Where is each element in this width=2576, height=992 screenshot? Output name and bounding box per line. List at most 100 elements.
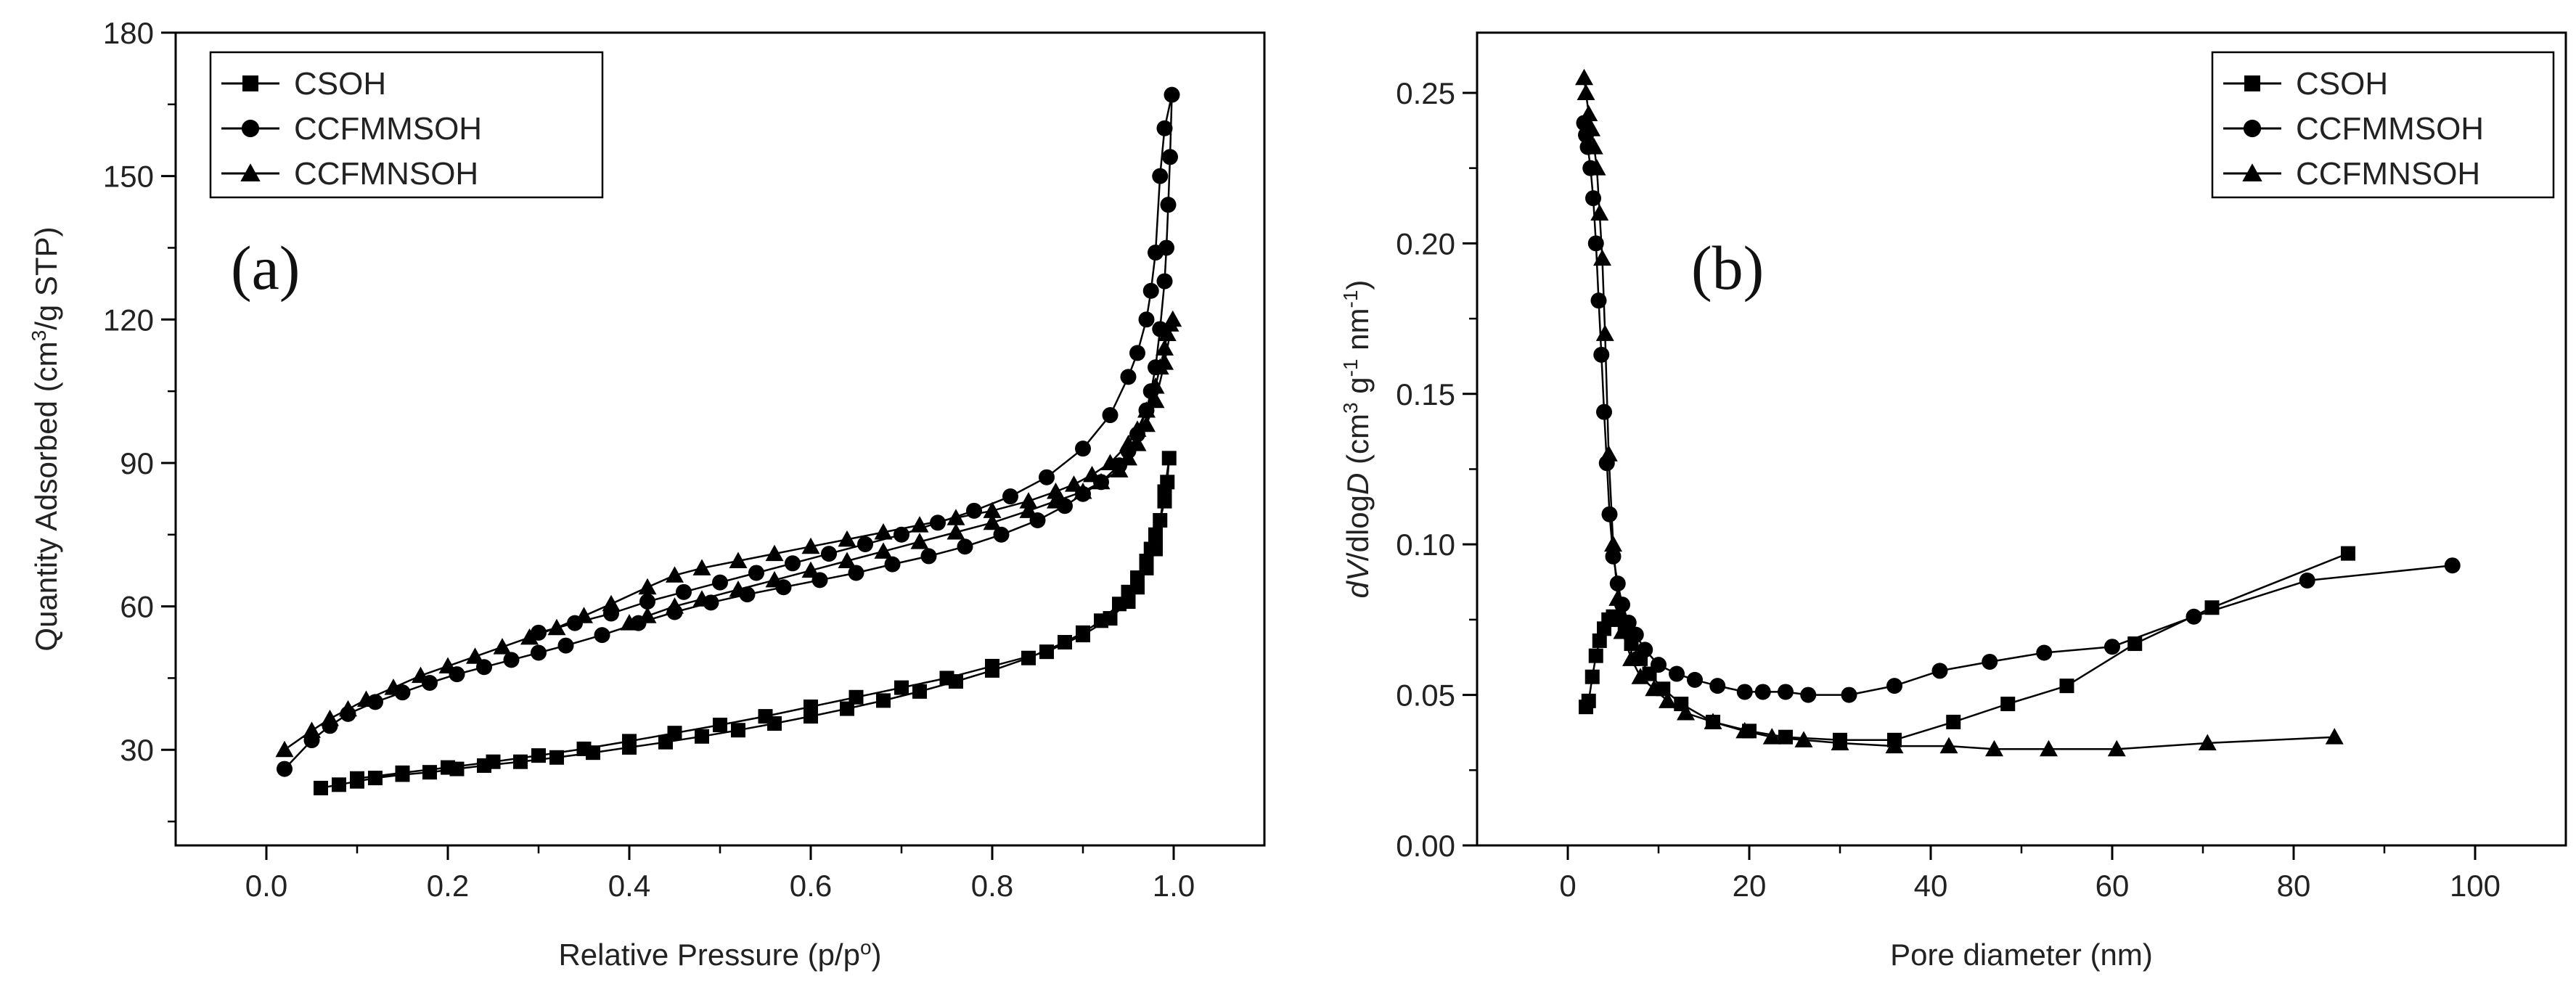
b-point-ccfmmsoh	[1651, 657, 1667, 673]
a-point-ccfmnsoh	[1137, 401, 1156, 418]
a-legend-marker-csoh	[242, 75, 258, 91]
a-point-ccfmnsoh	[638, 578, 657, 595]
legend-items-b: CSOH CCFMMSOH CCFMNSOH	[2223, 66, 2484, 192]
a-point-ccfmmsoh	[1142, 282, 1159, 299]
b-legend-label-ccfmnsoh: CCFMNSOH	[2296, 156, 2480, 192]
b-point-ccfmnsoh	[1593, 249, 1611, 266]
a-point-ccfmnsoh	[1128, 420, 1147, 437]
a-point-ccfmmsoh	[821, 546, 837, 562]
a-point-csoh	[332, 777, 346, 792]
a-point-ccfmnsoh	[303, 721, 321, 738]
a-point-ccfmnsoh	[874, 522, 893, 540]
a-point-ccfmnsoh	[801, 537, 820, 554]
b-y-tick-label: 0.25	[1396, 76, 1455, 110]
a-point-ccfmmsoh	[1102, 407, 1119, 424]
a-point-csoh	[441, 760, 455, 775]
b-point-ccfmnsoh	[1595, 324, 1614, 341]
b-point-ccfmnsoh	[1659, 692, 1677, 708]
a-point-csoh	[1157, 484, 1172, 499]
b-point-ccfmmsoh	[1800, 686, 1817, 703]
a-point-ccfmmsoh	[1039, 469, 1055, 485]
a-point-ccfmmsoh	[712, 574, 728, 591]
b-point-ccfmnsoh	[1794, 731, 1813, 747]
a-point-ccfmnsoh	[801, 561, 820, 578]
a-point-ccfmnsoh	[838, 552, 856, 568]
y-axis-title-b: dV/dlogD (cm3 g-1 nm-1)	[1339, 280, 1375, 599]
a-point-ccfmnsoh	[1146, 377, 1165, 394]
b-point-ccfmnsoh	[1735, 721, 1754, 739]
a-point-ccfmnsoh	[1065, 475, 1083, 492]
a-x-tick-label: 0.4	[608, 869, 650, 903]
a-point-csoh	[849, 689, 864, 705]
a-point-ccfmnsoh	[520, 628, 539, 645]
a-point-csoh	[1021, 650, 1036, 665]
a-x-tick-label: 0.0	[245, 869, 287, 903]
a-point-csoh	[368, 771, 383, 786]
b-y-tick-label: 0.05	[1396, 679, 1455, 713]
b-x-tick-label: 20	[1733, 869, 1767, 903]
b-point-ccfmmsoh	[1620, 615, 1637, 631]
a-point-ccfmmsoh	[557, 637, 574, 654]
b-legend-marker-csoh	[2244, 75, 2260, 91]
b-point-ccfmnsoh	[1704, 713, 1722, 729]
a-point-ccfmmsoh	[1162, 149, 1178, 165]
a-y-tick-label: 120	[103, 303, 154, 337]
a-y-tick-label: 30	[120, 733, 154, 767]
b-point-ccfmnsoh	[1613, 622, 1632, 639]
legend-items-a: CSOH CCFMMSOH CCFMNSOH	[221, 66, 482, 192]
a-point-ccfmmsoh	[531, 624, 547, 641]
a-point-csoh	[350, 771, 364, 786]
b-y-tick-label: 0.15	[1396, 377, 1455, 411]
b-point-ccfmmsoh	[1736, 684, 1753, 700]
a-legend-marker-ccfmnsoh	[240, 163, 261, 181]
a-point-ccfmmsoh	[1164, 86, 1180, 103]
a-point-ccfmmsoh	[884, 556, 901, 573]
a-point-csoh	[1161, 451, 1177, 466]
a-point-csoh	[1103, 611, 1118, 626]
a-point-ccfmnsoh	[575, 607, 593, 623]
a-point-ccfmmsoh	[1156, 273, 1173, 290]
b-y-tick-label: 0.10	[1396, 528, 1455, 562]
a-ticks: 0.0 0.2 0.4 0.6 0.8 1.0 30 60 90 120 150 180	[103, 16, 1195, 903]
a-point-ccfmnsoh	[729, 581, 748, 597]
b-point-ccfmmsoh	[1590, 292, 1607, 309]
b-legend-label-csoh: CSOH	[2296, 66, 2388, 102]
b-point-ccfmnsoh	[1831, 734, 1849, 750]
a-point-ccfmmsoh	[1075, 440, 1091, 457]
a-point-ccfmnsoh	[1047, 492, 1065, 509]
a-point-csoh	[804, 699, 818, 714]
a-point-ccfmmsoh	[920, 548, 937, 565]
a-point-csoh	[695, 729, 709, 744]
a-legend-marker-ccfmmsoh	[241, 119, 260, 138]
a-point-ccfmnsoh	[946, 522, 965, 540]
a-y-tick-label: 60	[120, 590, 154, 624]
a-point-csoh	[422, 765, 437, 780]
a-point-ccfmnsoh	[1156, 339, 1174, 356]
a-series	[275, 86, 1182, 795]
a-legend-label-csoh: CSOH	[294, 66, 386, 102]
b-point-ccfmmsoh	[1596, 403, 1612, 420]
a-point-csoh	[894, 680, 909, 695]
a-point-ccfmmsoh	[1156, 120, 1173, 136]
a-point-ccfmnsoh	[1101, 454, 1119, 470]
a-point-ccfmmsoh	[1148, 245, 1164, 261]
b-point-ccfmnsoh	[1622, 649, 1640, 666]
a-point-csoh	[731, 723, 745, 738]
a-point-csoh	[758, 709, 773, 724]
a-point-ccfmmsoh	[894, 526, 909, 543]
a-point-csoh	[395, 765, 410, 780]
b-point-csoh	[1778, 729, 1793, 745]
b-point-ccfmnsoh	[1604, 535, 1622, 552]
a-x-tick-label: 1.0	[1153, 869, 1195, 903]
a-point-csoh	[1076, 628, 1090, 643]
a-point-csoh	[985, 658, 999, 673]
a-point-csoh	[513, 754, 528, 769]
b-point-csoh	[1581, 693, 1596, 708]
a-y-tick-label: 180	[103, 16, 154, 50]
a-point-ccfmnsoh	[1164, 310, 1182, 327]
a-point-csoh	[912, 684, 927, 699]
a-point-csoh	[1148, 541, 1163, 557]
b-point-ccfmmsoh	[1637, 641, 1653, 658]
b-point-ccfmmsoh	[1841, 686, 1857, 703]
a-point-ccfmnsoh	[547, 618, 566, 636]
